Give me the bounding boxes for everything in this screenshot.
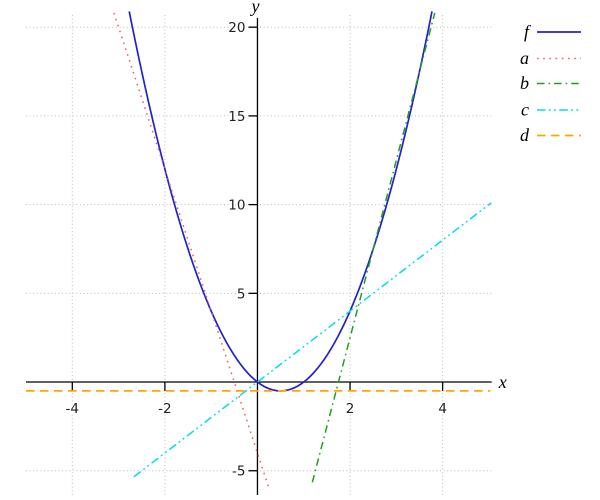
y-tick-label: 5 bbox=[237, 286, 246, 302]
y-axis-label: y bbox=[249, 0, 259, 16]
x-tick-label: 2 bbox=[346, 401, 355, 417]
curve-a bbox=[113, 12, 271, 491]
legend-label-b: b bbox=[520, 73, 529, 93]
y-tick-label: 20 bbox=[228, 20, 245, 36]
curve-f bbox=[128, 11, 433, 392]
legend-label-f: f bbox=[524, 22, 532, 42]
legend-label-d: d bbox=[520, 125, 530, 145]
curve-c bbox=[133, 202, 492, 478]
y-tick-label: 15 bbox=[228, 109, 245, 125]
x-tick-label: -2 bbox=[158, 401, 171, 417]
y-tick-label: -5 bbox=[232, 464, 245, 480]
y-tick-label: 10 bbox=[228, 198, 245, 214]
x-axis-label: x bbox=[498, 372, 507, 392]
legend-label-c: c bbox=[521, 100, 529, 120]
curve-b bbox=[311, 12, 436, 483]
x-tick-label: 4 bbox=[438, 401, 447, 417]
legend-label-a: a bbox=[520, 48, 529, 68]
x-tick-label: -4 bbox=[66, 401, 79, 417]
